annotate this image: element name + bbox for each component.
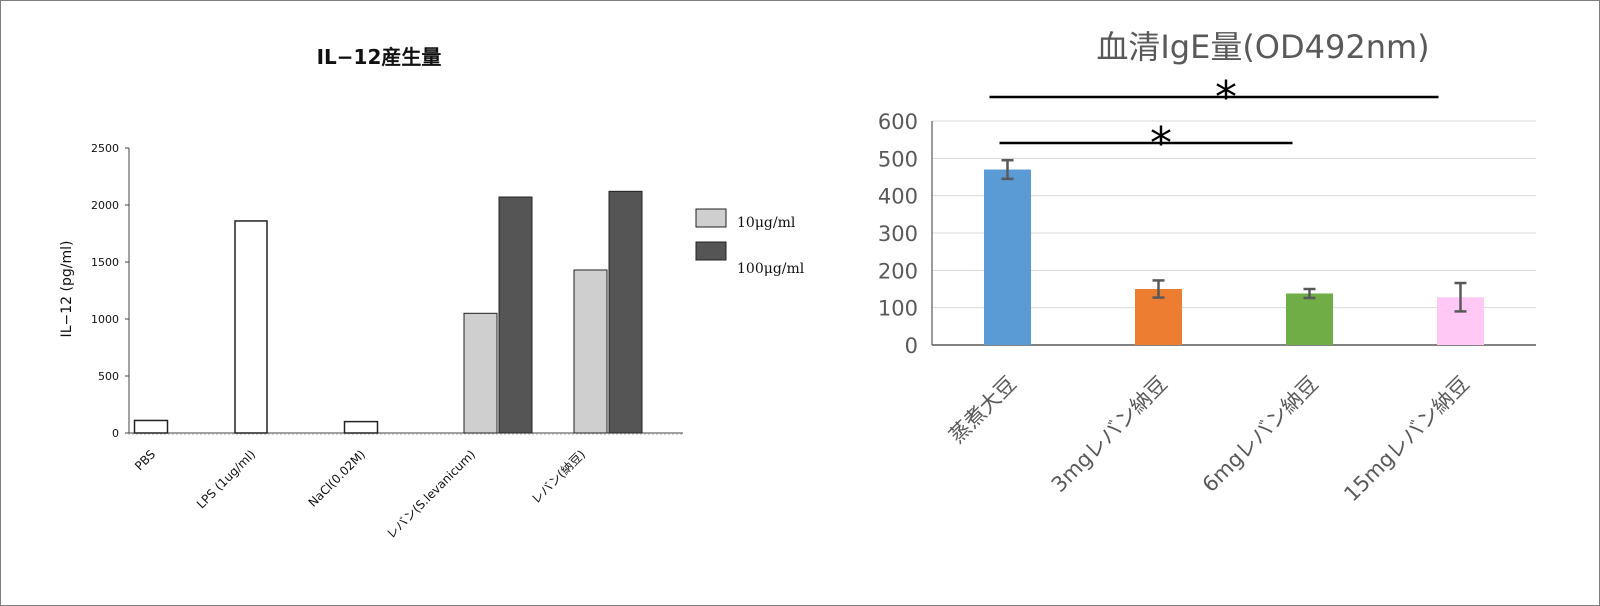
y-tick-label: 500 <box>878 147 918 171</box>
legend-label-low: 10μg/ml <box>737 215 796 231</box>
y-tick-label: 600 <box>878 110 918 134</box>
ige-chart: 血清IgE量(OD492nm) 0 100 200 300 400 500 600 蒸煮大豆 3… <box>878 28 1536 506</box>
legend-swatch-high <box>695 241 727 261</box>
bar <box>1286 293 1333 345</box>
legend: 10μg/ml 100μg/ml <box>695 208 805 277</box>
bar-single <box>343 420 379 434</box>
chart-title: 血清IgE量(OD492nm) <box>1096 28 1429 66</box>
significance-marker: * <box>1215 72 1237 123</box>
plot-area: 0 100 200 300 400 500 600 蒸煮大豆 3mgレバン納豆 6mgレバン納豆 1… <box>878 72 1536 506</box>
y-tick-label: 2500 <box>91 142 119 155</box>
y-tick-label: 2000 <box>91 199 119 212</box>
y-axis-label: IL−12 (pg/ml) <box>59 241 75 338</box>
chart-title: IL−12産生量 <box>317 45 442 69</box>
bar-low <box>463 312 498 434</box>
y-tick-label: 0 <box>905 334 918 358</box>
legend-label-high: 100μg/ml <box>737 261 805 277</box>
y-tick-label: 1000 <box>91 313 119 326</box>
plot-area: 0 500 1000 1500 2000 2500 PBS LPS (1ug/ml) NaCl(… <box>91 142 683 542</box>
x-tick-label: 15mgレバン納豆 <box>1339 372 1474 507</box>
x-tick-label: 6mgレバン納豆 <box>1198 372 1323 497</box>
y-tick-label: 200 <box>878 259 918 283</box>
y-tick-label: 400 <box>878 185 918 209</box>
y-tick-label: 500 <box>98 370 119 383</box>
x-tick-label: NaCl(0.02M) <box>306 447 369 510</box>
x-tick-label: LPS (1ug/ml) <box>194 447 258 511</box>
x-tick-label: 蒸煮大豆 <box>945 372 1021 448</box>
bar-single <box>234 220 268 434</box>
x-tick-label: レバン(S.levanicum) <box>384 447 478 541</box>
bar <box>984 169 1031 345</box>
bar-high <box>498 196 533 434</box>
bar-single <box>133 419 169 434</box>
legend-swatch-low <box>695 208 727 228</box>
bar-low <box>573 269 608 434</box>
y-tick-label: 1500 <box>91 256 119 269</box>
x-tick-label: 3mgレバン納豆 <box>1047 372 1172 497</box>
il12-chart: IL−12産生量 IL−12 (pg/ml) 0 500 1000 1500 2000 2… <box>59 45 805 542</box>
significance-marker: * <box>1150 118 1172 169</box>
x-tick-label: PBS <box>132 447 158 473</box>
y-tick-label: 300 <box>878 222 918 246</box>
x-tick-label: レバン(納豆) <box>529 447 588 506</box>
bar-high <box>608 190 643 434</box>
y-tick-label: 0 <box>112 427 119 440</box>
y-tick-label: 100 <box>878 297 918 321</box>
